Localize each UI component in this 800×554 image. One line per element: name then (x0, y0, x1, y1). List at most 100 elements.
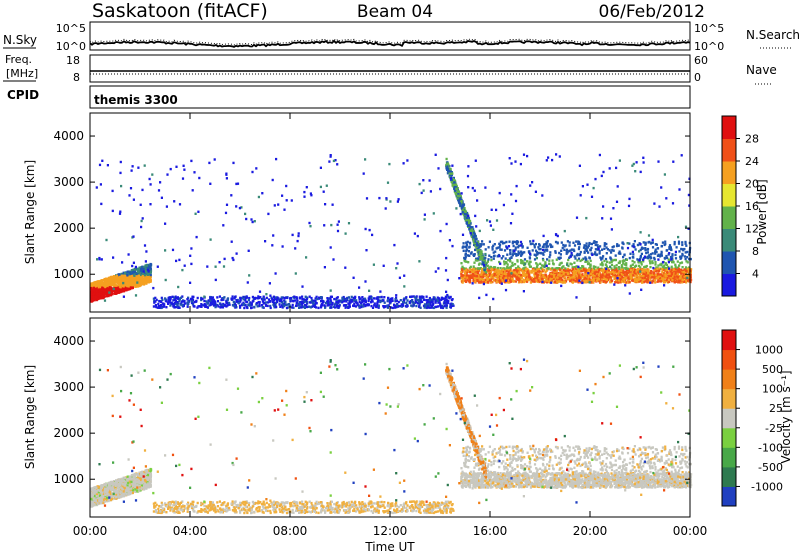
power-cell (345, 304, 348, 307)
power-cell (466, 216, 469, 220)
power-cell (639, 257, 642, 261)
power-cell (651, 246, 655, 249)
power-cell (511, 261, 514, 265)
power-cell (113, 290, 116, 293)
power-cell (616, 278, 619, 282)
power-cell (498, 260, 501, 264)
power-cell (149, 271, 152, 274)
power-cell (495, 272, 498, 275)
power-cell (640, 274, 643, 278)
power-cell (571, 266, 574, 269)
power-cell (561, 279, 564, 282)
power-cell (445, 167, 448, 170)
power-cell (117, 277, 120, 281)
power-cell (545, 269, 548, 272)
power-cell (600, 267, 603, 270)
power-cell (641, 278, 644, 281)
power-cell (478, 276, 481, 280)
power-cell (671, 260, 674, 264)
power-cell (515, 254, 518, 257)
power-cell (664, 267, 667, 270)
power-cell (98, 296, 101, 299)
power-cell (148, 280, 152, 283)
power-cell (548, 255, 551, 259)
power-cell (649, 256, 652, 259)
power-cell (659, 263, 662, 266)
power-cell (672, 268, 675, 271)
power-cell (614, 268, 617, 272)
power-cell (651, 281, 654, 284)
power-cell (539, 266, 543, 270)
power-cell (506, 268, 509, 272)
power-cell (143, 266, 146, 269)
power-cell (640, 268, 643, 271)
beam-label: Beam 04 (357, 2, 433, 22)
power-cell (483, 268, 486, 272)
power-cell (679, 271, 682, 274)
power-cell (515, 253, 518, 256)
power-cell (633, 277, 636, 280)
power-cell (139, 276, 143, 279)
power-cell (546, 258, 549, 261)
power-cell (506, 259, 510, 262)
power-cell (389, 297, 392, 301)
power-cell (512, 280, 515, 283)
power-cell (686, 267, 689, 271)
power-cell (478, 245, 481, 248)
power-cell (470, 276, 473, 279)
power-cell (506, 265, 509, 269)
power-cell (573, 266, 576, 269)
power-cell (522, 278, 525, 281)
power-cell (468, 254, 471, 257)
power-cell (129, 286, 132, 289)
power-cell (575, 265, 578, 268)
power-cell (225, 299, 228, 302)
power-cell (618, 261, 621, 264)
power-cell (90, 295, 93, 298)
power-cell (684, 251, 687, 254)
power-cell (677, 276, 680, 279)
power-cell (503, 260, 506, 263)
power-cell (633, 274, 636, 277)
power-cell (525, 278, 528, 281)
power-cell (480, 270, 484, 273)
power-cell (248, 296, 251, 300)
power-cell (464, 257, 467, 261)
power-cell (223, 296, 226, 299)
power-cell (583, 244, 586, 247)
power-cell (506, 281, 509, 284)
power-cell (633, 279, 636, 282)
power-cell (140, 266, 143, 269)
power-cell (458, 192, 461, 195)
power-cell (190, 301, 194, 304)
power-cell (538, 276, 541, 280)
power-cell (136, 270, 139, 274)
power-cell (472, 267, 475, 271)
power-cell (653, 268, 656, 271)
power-cell (606, 260, 609, 263)
power-cell (360, 304, 363, 307)
power-cell (629, 252, 632, 255)
power-cell (588, 242, 591, 246)
power-cell (181, 295, 184, 298)
power-cell (391, 299, 394, 302)
power-cell (105, 295, 108, 298)
power-cell (429, 301, 433, 304)
power-cell (472, 232, 475, 236)
power-cell (501, 267, 504, 270)
power-cell (489, 279, 492, 282)
power-cell (144, 264, 147, 267)
power-cell (501, 280, 504, 283)
power-cell (479, 275, 482, 278)
power-cell (481, 262, 484, 266)
power-cell (612, 249, 615, 252)
power-cell (573, 244, 577, 247)
power-cell (473, 253, 476, 256)
power-cell (488, 274, 491, 277)
power-cell (576, 276, 579, 279)
power-cell (533, 270, 536, 273)
power-cell (493, 243, 496, 246)
power-cell (553, 275, 556, 279)
power-cell (645, 277, 648, 281)
power-cell (636, 258, 639, 261)
